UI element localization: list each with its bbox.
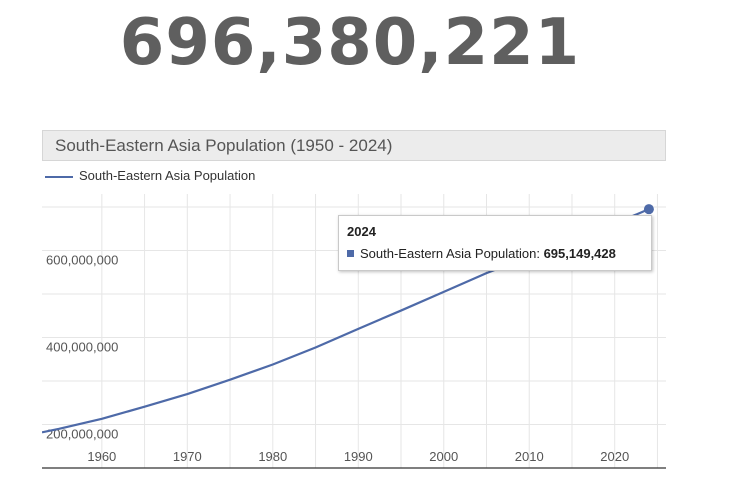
tooltip-series-label: South-Eastern Asia Population: [360, 246, 540, 261]
chart-tooltip: 2024 South-Eastern Asia Population: 695,… [338, 215, 652, 271]
tooltip-value: 695,149,428 [543, 246, 616, 261]
y-tick-label: 400,000,000 [46, 340, 118, 355]
legend-label: South-Eastern Asia Population [79, 168, 256, 183]
tooltip-series-swatch [347, 250, 354, 257]
x-tick-label: 2010 [515, 449, 544, 464]
chart-title-bar: South-Eastern Asia Population (1950 - 20… [42, 130, 666, 161]
chart-plot-area[interactable]: 200,000,000 400,000,000 600,000,000 1960 197… [42, 130, 666, 475]
x-tick-label: 1960 [87, 449, 116, 464]
data-point-highlight [643, 204, 654, 215]
tooltip-row: South-Eastern Asia Population: 695,149,4… [347, 246, 616, 261]
x-tick-label: 1990 [344, 449, 373, 464]
y-tick-label: 200,000,000 [46, 427, 118, 442]
y-tick-label: 600,000,000 [46, 253, 118, 268]
legend-line-swatch [45, 176, 73, 178]
x-tick-label: 2020 [600, 449, 629, 464]
x-tick-label: 2000 [429, 449, 458, 464]
population-chart: South-Eastern Asia Population (1950 - 20… [42, 130, 666, 475]
chart-title: South-Eastern Asia Population (1950 - 20… [55, 136, 393, 155]
population-counter: 696,380,221 [119, 6, 581, 80]
x-tick-label: 1980 [258, 449, 287, 464]
x-tick-label: 1970 [173, 449, 202, 464]
tooltip-year: 2024 [347, 224, 376, 239]
